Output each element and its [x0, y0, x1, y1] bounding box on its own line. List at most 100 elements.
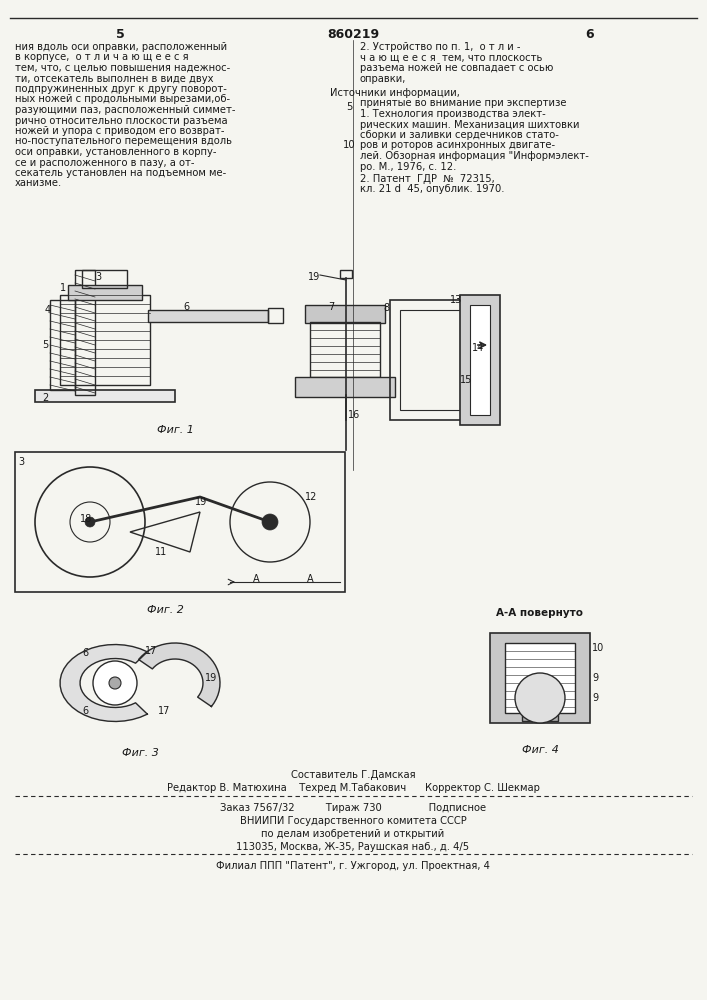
Bar [305, 305, 385, 323]
Text: 10: 10 [343, 140, 356, 150]
Bar [340, 270, 352, 278]
Text: разующими паз, расположенный симмет-: разующими паз, расположенный симмет- [15, 105, 235, 115]
Text: 5: 5 [116, 28, 124, 41]
Text: 4: 4 [45, 305, 51, 315]
Polygon shape [139, 643, 220, 707]
Text: 2. Патент  ГДР  №  72315,: 2. Патент ГДР № 72315, [360, 174, 495, 184]
Polygon shape [60, 645, 147, 721]
Text: ханизме.: ханизме. [15, 178, 62, 188]
Bar [268, 308, 283, 323]
Text: 6: 6 [82, 706, 88, 716]
Bar [310, 322, 380, 377]
Text: по делам изобретений и открытий: по делам изобретений и открытий [262, 829, 445, 839]
Text: 12: 12 [305, 492, 317, 502]
Text: 6: 6 [82, 648, 88, 658]
Bar [548, 706, 558, 721]
Bar [60, 295, 150, 385]
Text: рических машин. Механизация шихтовки: рических машин. Механизация шихтовки [360, 119, 580, 129]
Text: 3: 3 [95, 272, 101, 282]
Text: ВНИИПИ Государственного комитета СССР: ВНИИПИ Государственного комитета СССР [240, 816, 467, 826]
Text: ния вдоль оси оправки, расположенный: ния вдоль оси оправки, расположенный [15, 42, 227, 52]
Text: 19: 19 [195, 497, 207, 507]
Text: сборки и заливки сердечников стато-: сборки и заливки сердечников стато- [360, 130, 559, 140]
Text: А: А [307, 574, 313, 584]
Text: 19: 19 [308, 272, 320, 282]
Circle shape [93, 661, 137, 705]
Text: 13: 13 [450, 295, 462, 305]
Text: А-А повернуто: А-А повернуто [496, 608, 583, 618]
Bar [470, 305, 490, 415]
Bar [148, 310, 268, 322]
Text: в корпусе,  о т л и ч а ю щ е е с я: в корпусе, о т л и ч а ю щ е е с я [15, 52, 189, 62]
Text: Фиг. 2: Фиг. 2 [146, 605, 183, 615]
Text: Источники информации,: Источники информации, [330, 88, 460, 98]
Text: 14: 14 [472, 343, 484, 353]
Bar [50, 300, 75, 390]
Text: 19: 19 [205, 673, 217, 683]
Text: но-поступательного перемещения вдоль: но-поступательного перемещения вдоль [15, 136, 232, 146]
Circle shape [85, 517, 95, 527]
Bar [490, 633, 590, 723]
Text: 10: 10 [592, 643, 604, 653]
Circle shape [109, 677, 121, 689]
Text: 1: 1 [60, 283, 66, 293]
Text: 15: 15 [460, 375, 472, 385]
Circle shape [262, 514, 278, 530]
Text: оси оправки, установленного в корпу-: оси оправки, установленного в корпу- [15, 147, 216, 157]
Text: 17: 17 [158, 706, 170, 716]
Text: 5: 5 [42, 340, 48, 350]
Text: 18: 18 [80, 514, 92, 524]
Text: Фиг. 3: Фиг. 3 [122, 748, 158, 758]
Text: Фиг. 1: Фиг. 1 [156, 425, 194, 435]
Text: кл. 21 d  45, опублик. 1970.: кл. 21 d 45, опублик. 1970. [360, 184, 505, 194]
Text: ных ножей с продольными вырезами,об-: ных ножей с продольными вырезами,об- [15, 95, 230, 104]
Text: 11: 11 [155, 547, 168, 557]
Bar [505, 643, 575, 713]
Text: 16: 16 [348, 410, 361, 420]
Text: Редактор В. Матюхина    Техред М.Табакович      Корректор С. Шекмар: Редактор В. Матюхина Техред М.Табакович … [167, 783, 539, 793]
Text: 1. Технология производства элект-: 1. Технология производства элект- [360, 109, 546, 119]
Text: 3: 3 [18, 457, 24, 467]
Text: подпружиненных друг к другу поворот-: подпружиненных друг к другу поворот- [15, 84, 227, 94]
Bar [82, 270, 127, 288]
Text: Составитель Г.Дамская: Составитель Г.Дамская [291, 770, 415, 780]
Text: 17: 17 [145, 646, 158, 656]
Text: 860219: 860219 [327, 28, 379, 41]
Text: разъема ножей не совпадает с осью: разъема ножей не совпадает с осью [360, 63, 554, 73]
Bar [68, 285, 142, 300]
Text: Заказ 7567/32          Тираж 730               Подписное: Заказ 7567/32 Тираж 730 Подписное [220, 803, 486, 813]
Text: ч а ю щ е е с я  тем, что плоскость: ч а ю щ е е с я тем, что плоскость [360, 52, 542, 62]
Text: 9: 9 [592, 673, 598, 683]
Text: ножей и упора с приводом его возврат-: ножей и упора с приводом его возврат- [15, 126, 225, 136]
Bar [295, 377, 395, 397]
Text: принятые во внимание при экспертизе: принятые во внимание при экспертизе [360, 99, 566, 108]
Text: 6: 6 [183, 302, 189, 312]
Text: ров и роторов асинхронных двигате-: ров и роторов асинхронных двигате- [360, 140, 555, 150]
Text: оправки,: оправки, [360, 74, 407, 84]
Text: 113035, Москва, Ж-35, Раушская наб., д. 4/5: 113035, Москва, Ж-35, Раушская наб., д. … [236, 842, 469, 852]
Bar [15, 452, 345, 592]
Text: ро. М., 1976, с. 12.: ро. М., 1976, с. 12. [360, 161, 457, 172]
Bar [390, 300, 470, 420]
Circle shape [515, 673, 565, 723]
Text: 5: 5 [346, 102, 352, 112]
Text: 6: 6 [585, 28, 595, 41]
Text: 9: 9 [592, 693, 598, 703]
Bar [35, 390, 175, 402]
Text: ти, отсекатель выполнен в виде двух: ти, отсекатель выполнен в виде двух [15, 74, 214, 84]
Text: 7: 7 [328, 302, 334, 312]
Text: рично относительно плоскости разъема: рично относительно плоскости разъема [15, 115, 228, 125]
Text: секатель установлен на подъемном ме-: секатель установлен на подъемном ме- [15, 168, 226, 178]
Bar [522, 706, 532, 721]
Text: 2. Устройство по п. 1,  о т л и -: 2. Устройство по п. 1, о т л и - [360, 42, 520, 52]
Text: 2: 2 [42, 393, 48, 403]
Text: Фиг. 4: Фиг. 4 [522, 745, 559, 755]
Bar [460, 295, 500, 425]
Text: 8: 8 [383, 303, 389, 313]
Bar [75, 270, 95, 395]
Text: лей. Обзорная информация "Информэлект-: лей. Обзорная информация "Информэлект- [360, 151, 589, 161]
Text: Филиал ППП "Патент", г. Ужгород, ул. Проектная, 4: Филиал ППП "Патент", г. Ужгород, ул. Про… [216, 861, 490, 871]
Text: се и расположенного в пазу, а от-: се и расположенного в пазу, а от- [15, 157, 194, 167]
Text: А: А [252, 574, 259, 584]
Bar [400, 310, 460, 410]
